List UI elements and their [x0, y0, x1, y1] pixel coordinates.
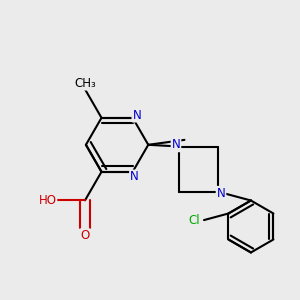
Text: HO: HO — [38, 194, 56, 207]
Text: O: O — [80, 230, 90, 242]
Text: N: N — [133, 109, 141, 122]
Text: N: N — [130, 170, 139, 184]
Text: CH₃: CH₃ — [74, 76, 96, 90]
Text: Cl: Cl — [189, 214, 200, 226]
Text: N: N — [172, 138, 180, 151]
Text: N: N — [217, 187, 225, 200]
